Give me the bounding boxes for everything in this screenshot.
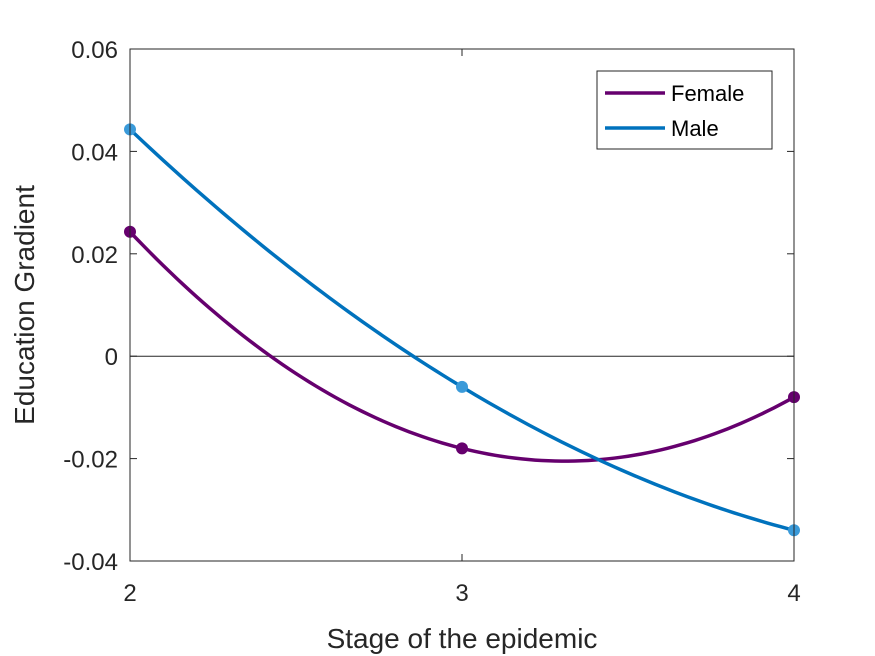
data-point-female xyxy=(456,442,468,455)
y-tick-label: 0.04 xyxy=(71,139,118,166)
legend-box xyxy=(596,70,773,150)
y-tick-label: 0.02 xyxy=(71,242,118,269)
x-axis-title: Stage of the epidemic xyxy=(327,623,598,654)
y-tick-label: -0.02 xyxy=(63,447,118,474)
x-tick-label: 2 xyxy=(123,580,136,607)
x-tick-label: 4 xyxy=(787,580,800,607)
y-tick-label: -0.04 xyxy=(63,549,118,576)
tick-layer: 2 3 4 -0.04 -0.02 0 0.02 0.04 0.06 xyxy=(63,37,800,607)
legend: Female Male xyxy=(596,70,773,150)
legend-label-female: Female xyxy=(671,81,744,106)
y-axis-title: Education Gradient xyxy=(9,185,40,425)
y-tick-label: 0.06 xyxy=(71,37,118,64)
data-point-male xyxy=(456,380,468,393)
legend-label-male: Male xyxy=(671,116,719,141)
x-tick-label: 3 xyxy=(455,580,468,607)
y-tick-label: 0 xyxy=(105,344,118,371)
